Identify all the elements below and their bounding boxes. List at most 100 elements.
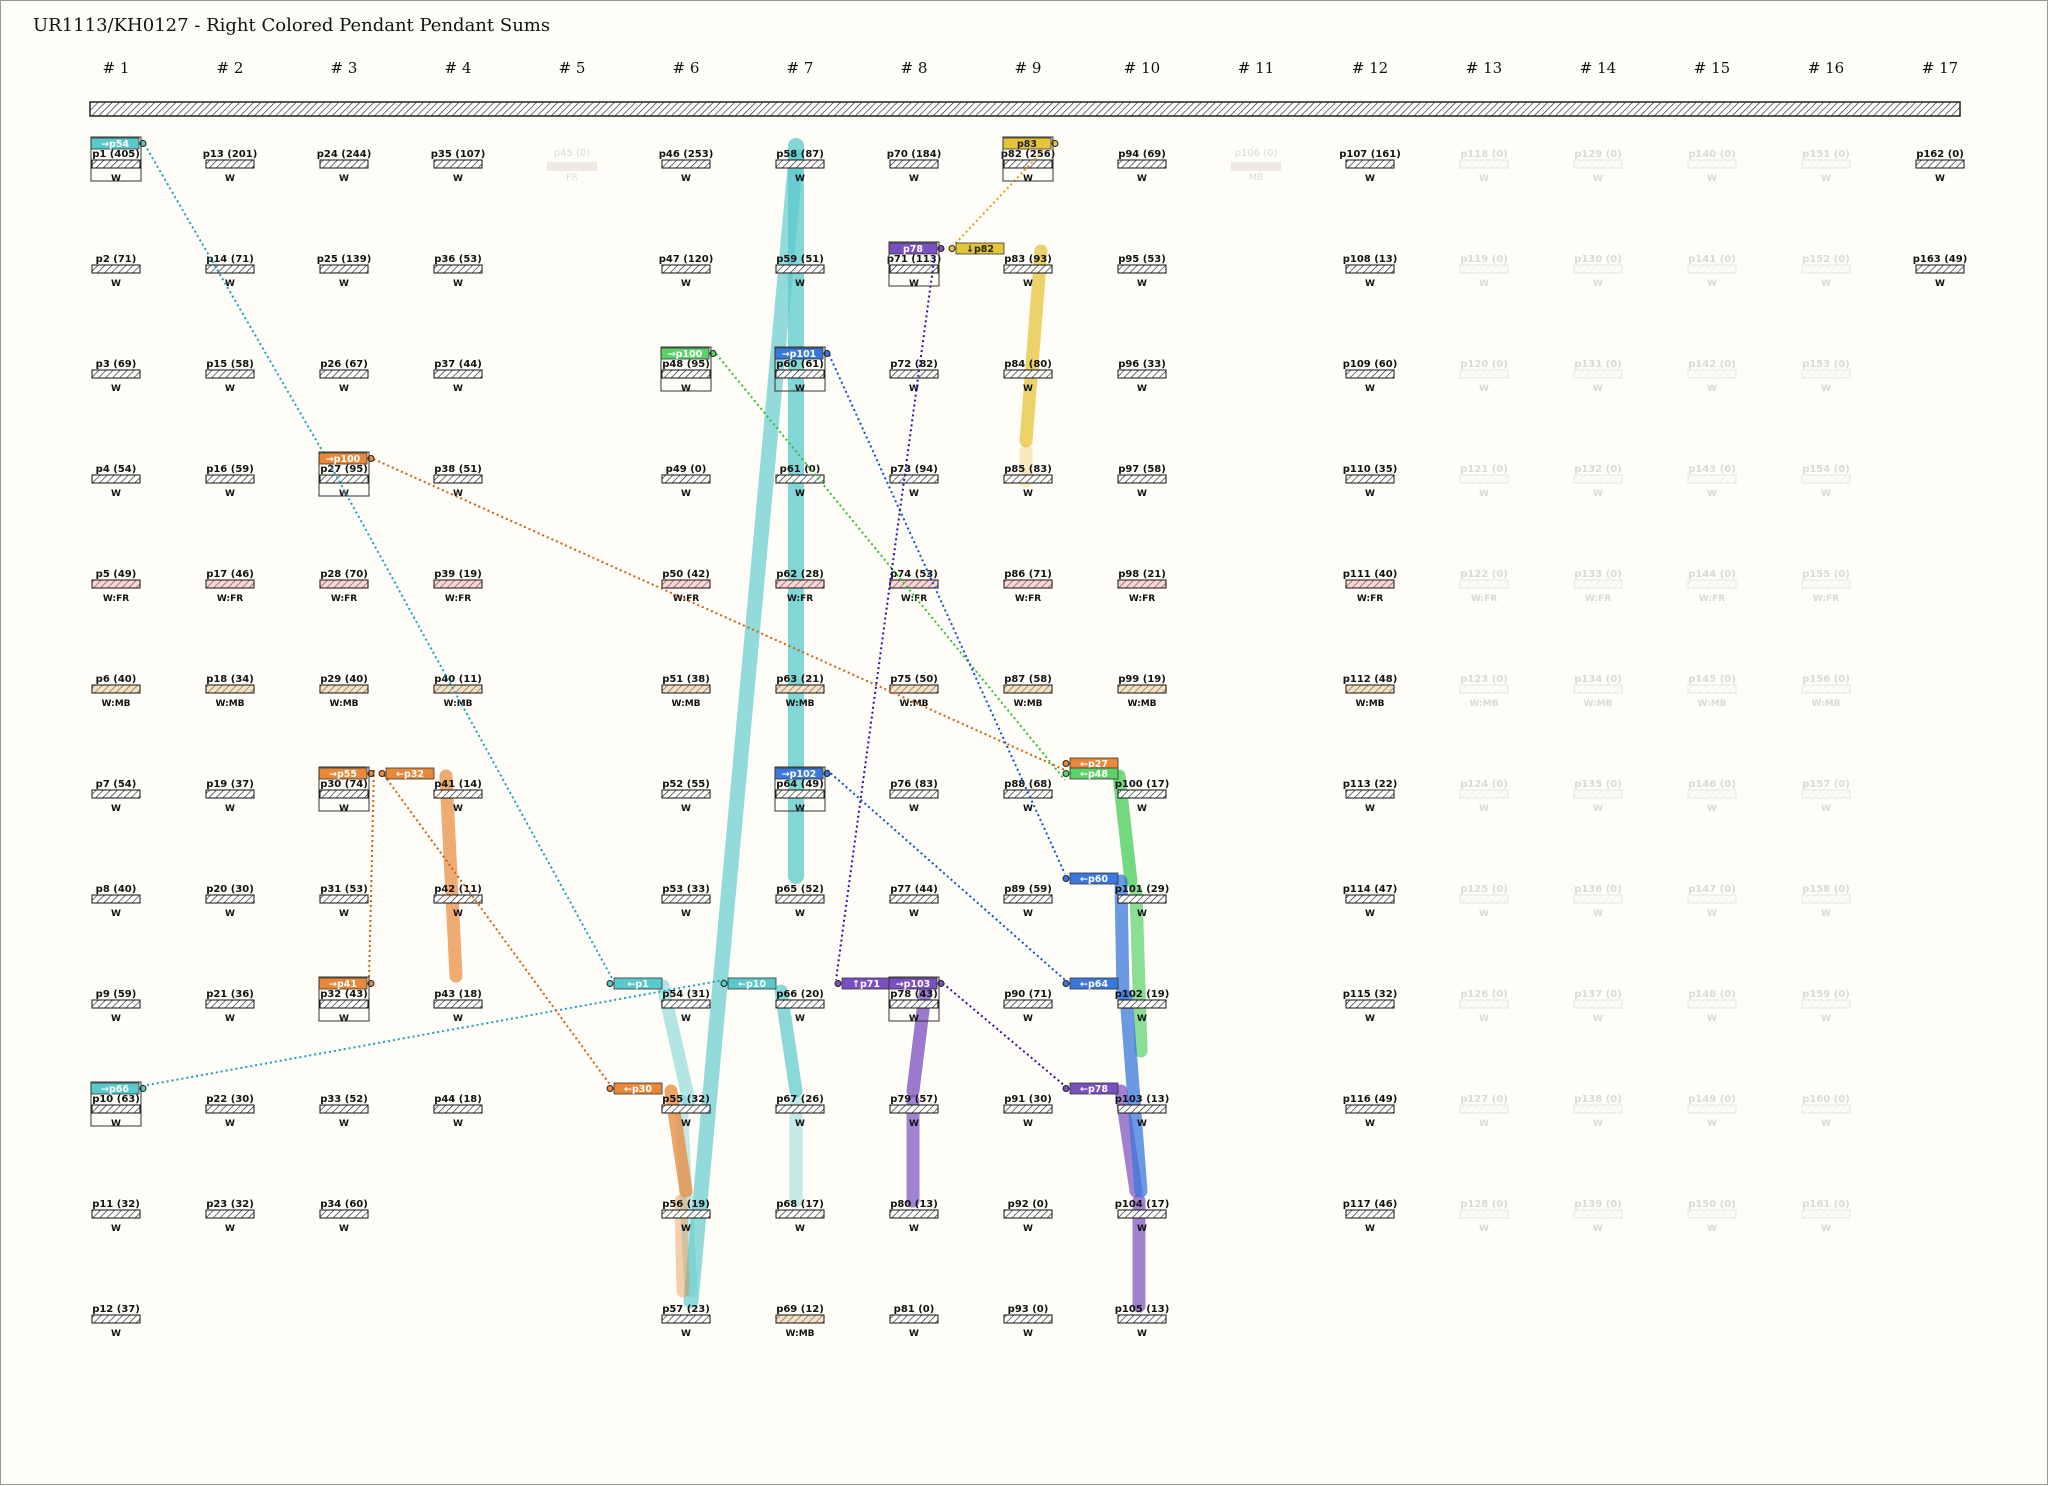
pendant-bar [1687, 999, 1737, 1009]
pendant-code: W [111, 174, 121, 184]
pendant-label: p87 (58) [1004, 674, 1052, 685]
pendant-code: W [339, 174, 349, 184]
pendant-label: p71 (113) [887, 254, 942, 265]
pendant-code: W [795, 384, 805, 394]
pendant-label: p29 (40) [320, 674, 368, 685]
pendant-bar [1573, 264, 1623, 274]
pendant-label: p18 (34) [206, 674, 254, 685]
pendant-label: p103 (13) [1115, 1094, 1170, 1105]
pendant-bar [1573, 894, 1623, 904]
pendant-code: W:MB [785, 699, 814, 709]
pendant-cell: p64 (49) W [775, 779, 825, 814]
pendant-cell: p109 (60) W [1343, 359, 1398, 394]
pendant-code: W [225, 279, 235, 289]
tag-label: →p100 [326, 454, 361, 465]
pendant-code: W [1137, 384, 1147, 394]
pendant-code: W:MB [1583, 699, 1612, 709]
cord-tag: ←p30 [606, 1082, 663, 1095]
pendant-code: W [1137, 804, 1147, 814]
column-header: # 16 [1808, 59, 1844, 77]
pendant-label: p6 (40) [96, 674, 137, 685]
pendant-code: W [909, 1119, 919, 1129]
pendant-code: W [339, 1014, 349, 1024]
pendant-code: W [1479, 1014, 1489, 1024]
pendant-bar [91, 684, 141, 694]
pendant-cell: p93 (0) W [1003, 1304, 1053, 1339]
cord-tag: →p55 [318, 766, 375, 812]
pendant-cell: p145 (0) W:MB [1687, 674, 1737, 709]
pendant-cell: p154 (0) W [1801, 464, 1851, 499]
pendant-cell: p47 (120) W [659, 254, 714, 289]
pendant-cell: p5 (49) W:FR [91, 569, 141, 604]
cord-tag: ←p60 [1062, 872, 1119, 885]
pendant-bar [1687, 579, 1737, 589]
pendant-cell: p78 (43) W [889, 989, 939, 1024]
pendant-label: p151 (0) [1802, 149, 1850, 160]
pendant-label: p43 (18) [434, 989, 482, 1000]
pendant-cell: p31 (53) W [319, 884, 369, 919]
pendant-bar [433, 684, 483, 694]
pendant-code: W [111, 1329, 121, 1339]
pendant-cell: p92 (0) W [1003, 1199, 1053, 1234]
pendant-label: p109 (60) [1343, 359, 1398, 370]
pendant-label: p118 (0) [1460, 149, 1508, 160]
pendant-label: p136 (0) [1574, 884, 1622, 895]
pendant-label: p125 (0) [1460, 884, 1508, 895]
pendant-bar [889, 894, 939, 904]
column-header: # 17 [1922, 59, 1958, 77]
pendant-bar [1687, 789, 1737, 799]
pendant-label: p36 (53) [434, 254, 482, 265]
pendant-cell: p72 (82) W [889, 359, 939, 394]
pendant-cell: p35 (107) W [431, 149, 486, 184]
cord-tag: p83 [1002, 136, 1059, 182]
cord-tag: →p102 [774, 766, 831, 812]
pendant-cell: p143 (0) W [1687, 464, 1737, 499]
pendant-cell: p155 (0) W:FR [1801, 569, 1851, 604]
pendant-cell: p20 (30) W [205, 884, 255, 919]
pendant-label: p89 (59) [1004, 884, 1052, 895]
pendant-code: W [1821, 804, 1831, 814]
pendant-bar [1801, 684, 1851, 694]
pendant-code: W [909, 174, 919, 184]
pendant-cell: p97 (58) W [1117, 464, 1167, 499]
pendant-bar [1345, 264, 1395, 274]
pendant-cell: p149 (0) W [1687, 1094, 1737, 1129]
cord-tag: →p54 [90, 136, 147, 182]
cord-tag: →p100 [660, 346, 717, 392]
pendant-code: MB [1249, 173, 1263, 183]
pendant-code: W [339, 1224, 349, 1234]
cord-tag: →p101 [774, 346, 831, 392]
pendant-cell: p6 (40) W:MB [91, 674, 141, 709]
cord-tag: ←p64 [1062, 977, 1119, 990]
pendant-label: p112 (48) [1343, 674, 1398, 685]
tag-label: →p54 [101, 139, 129, 150]
pendant-bar [1573, 159, 1623, 169]
pendant-code: W [1479, 384, 1489, 394]
pendant-cell: p57 (23) W [661, 1304, 711, 1339]
cell-frame [90, 136, 142, 182]
cell-frame [660, 346, 712, 392]
pendant-code: W [795, 1224, 805, 1234]
pendant-cell: p7 (54) W [91, 779, 141, 814]
tag-label: →p102 [782, 769, 817, 780]
column-header: # 10 [1124, 59, 1160, 77]
pendant-code: W [339, 384, 349, 394]
pendant-bar [1801, 1209, 1851, 1219]
pendant-cell: p114 (47) W [1343, 884, 1398, 919]
pendant-cell: p8 (40) W [91, 884, 141, 919]
pendant-code: W [1707, 489, 1717, 499]
pendant-code: W:FR [787, 594, 813, 604]
pendant-cell: p113 (22) W [1343, 779, 1398, 814]
pendant-bar [1459, 474, 1509, 484]
pendant-cell: p11 (32) W [91, 1199, 141, 1234]
pendant-label: p91 (30) [1004, 1094, 1052, 1105]
pendant-label: p110 (35) [1343, 464, 1398, 475]
pendant-code: W [681, 1329, 691, 1339]
pendant-label: p79 (57) [890, 1094, 938, 1105]
pendant-label: p54 (31) [662, 989, 710, 1000]
pendant-bar [1459, 159, 1509, 169]
pendant-label: p97 (58) [1118, 464, 1166, 475]
pendant-code: W [909, 804, 919, 814]
pendant-bar [889, 789, 939, 799]
